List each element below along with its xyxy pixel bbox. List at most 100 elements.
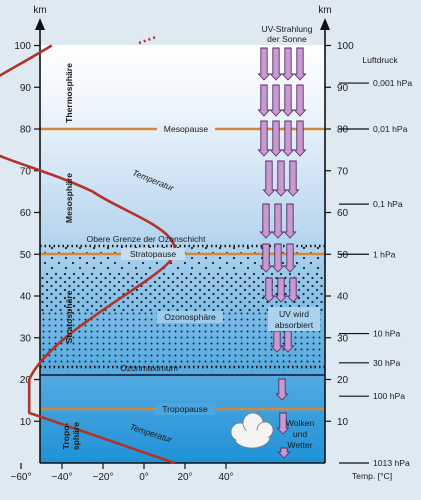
- left-km-tick-label: 100: [14, 41, 31, 52]
- temperature-tick-label: −60°: [11, 472, 32, 483]
- y-axis-right-arrow-icon: [320, 18, 330, 30]
- stratopause-label: Stratopause: [130, 249, 177, 259]
- left-km-tick-label: 80: [20, 125, 32, 136]
- right-km-tick-label: 70: [337, 166, 349, 177]
- pressure-label: 1013 hPa: [373, 458, 410, 468]
- stratosphere-label: Stratosphäre: [64, 290, 74, 343]
- uv-arrow-icon: [275, 378, 289, 401]
- uv-arrow-icon: [259, 243, 273, 273]
- uv-arrow-icon: [283, 243, 297, 273]
- temperature-tick-label: 0°: [139, 472, 149, 483]
- left-km-tick-label: 20: [20, 375, 32, 386]
- uv-absorbed-line2: absorbiert: [275, 320, 314, 330]
- clouds-label-line1: Wolken: [286, 418, 315, 428]
- left-km-ticks: 10 20 30 40 50 60 70 80 90 100: [14, 41, 40, 428]
- pressure-label: 0,001 hPa: [373, 78, 412, 88]
- uv-arrow-icon: [281, 84, 295, 117]
- uv-arrow-icon: [269, 47, 283, 81]
- temperature-tick-label: 20°: [177, 472, 192, 483]
- left-km-tick-label: 10: [20, 417, 32, 428]
- uv-arrow-icon: [270, 330, 284, 353]
- uv-absorbed-line1: UV wird: [279, 309, 309, 319]
- left-km-tick-label: 40: [20, 292, 32, 303]
- uv-arrows: [257, 47, 307, 459]
- mesopause-label: Mesopause: [164, 124, 209, 134]
- y-axis-left-arrow-icon: [35, 18, 45, 30]
- uv-arrow-icon: [262, 160, 276, 197]
- uv-arrow-icon: [293, 47, 307, 81]
- uv-arrow-icon: [257, 84, 271, 117]
- pressure-label: 100 hPa: [373, 391, 405, 401]
- temperature-curve: [0, 44, 177, 465]
- right-km-tick-label: 100: [337, 41, 354, 52]
- right-km-tick-label: 30: [337, 333, 349, 344]
- uv-label-line1: UV-Strahlung: [261, 24, 312, 34]
- ozonosphere-label-bg: [157, 311, 223, 323]
- left-km-tick-label: 60: [20, 208, 32, 219]
- uv-arrow-icon: [283, 203, 297, 239]
- pressure-label: 1 hPa: [373, 249, 396, 259]
- uv-arrow-icon: [277, 447, 291, 459]
- uv-arrow-icon: [274, 277, 288, 303]
- tropopause-label-bg: [155, 403, 215, 415]
- right-km-tick-label: 90: [337, 83, 349, 94]
- temperature-curve-continuation: [138, 35, 157, 45]
- uv-arrow-icon: [281, 330, 295, 353]
- uv-arrow-icon: [262, 277, 276, 303]
- ozonosphere-label: Ozonosphäre: [164, 312, 216, 322]
- right-km-tick-label: 60: [337, 208, 349, 219]
- clouds-label-line3: Wetter: [287, 440, 312, 450]
- uv-arrow-icon: [257, 47, 271, 81]
- stratopause-label-bg: [121, 248, 185, 260]
- y-unit-left: km: [33, 5, 46, 16]
- pressure-label: 0,01 hPa: [373, 124, 408, 134]
- uv-arrow-icon: [286, 277, 300, 303]
- right-km-tick-label: 20: [337, 375, 349, 386]
- right-km-tick-label: 80: [337, 125, 349, 136]
- pressure-ticks: 0,001 hPa 0,01 hPa 0,1 hPa 1 hPa 10 hPa 30 hP…: [339, 78, 412, 468]
- troposphere-label-line2: sphäre: [71, 422, 81, 450]
- pressure-label: 30 hPa: [373, 358, 400, 368]
- uv-arrow-icon: [271, 243, 285, 273]
- clouds-label-line2: und: [293, 429, 308, 439]
- mesopause-label-bg: [157, 123, 215, 135]
- thermosphere-label: Thermosphäre: [64, 63, 74, 123]
- uv-arrow-icon: [276, 412, 290, 435]
- uv-arrow-icon: [286, 160, 300, 197]
- left-km-tick-label: 30: [20, 333, 32, 344]
- right-km-tick-label: 10: [337, 417, 349, 428]
- uv-arrow-icon: [259, 203, 273, 239]
- right-km-tick-label: 40: [337, 292, 349, 303]
- left-km-tick-label: 90: [20, 83, 32, 94]
- ozone-max-label: Ozonmaximum: [120, 363, 178, 373]
- left-km-tick-label: 70: [20, 166, 32, 177]
- uv-label-line2: der Sonne: [267, 34, 307, 44]
- troposphere-label-line1: Tropo-: [61, 422, 71, 449]
- uv-arrow-icon: [269, 120, 283, 157]
- y-unit-right: km: [318, 5, 331, 16]
- cloud-icon: [230, 412, 274, 449]
- uv-arrow-icon: [257, 120, 271, 157]
- mesosphere-label: Mesosphäre: [64, 173, 74, 223]
- temperature-tick-label: 40°: [218, 472, 233, 483]
- uv-arrow-icon: [274, 160, 288, 197]
- temperature-tick-label: −20°: [93, 472, 114, 483]
- tropopause-label: Tropopause: [162, 404, 208, 414]
- uv-arrow-icon: [271, 203, 285, 239]
- uv-arrow-icon: [281, 120, 295, 157]
- uv-arrow-icon: [269, 84, 283, 117]
- pressure-title: Luftdruck: [362, 55, 398, 65]
- left-km-tick-label: 50: [20, 250, 32, 261]
- uv-arrow-icon: [293, 120, 307, 157]
- uv-arrow-icon: [293, 84, 307, 117]
- right-km-ticks: 10 20 30 40 50 60 70 80 90 100: [325, 41, 354, 428]
- temperature-tick-label: −40°: [52, 472, 73, 483]
- temperature-ticks: −80°−60°−40°−20°0°20°40°: [11, 463, 234, 483]
- ozone-dots: [40, 246, 325, 367]
- uv-arrow-icon: [281, 47, 295, 81]
- temperature-axis-label: Temp. [°C]: [352, 471, 392, 481]
- uv-absorbed-bg: [268, 307, 320, 331]
- right-km-tick-label: 50: [337, 250, 349, 261]
- ozone-upper-label: Obere Grenze der Ozonschicht: [87, 234, 207, 244]
